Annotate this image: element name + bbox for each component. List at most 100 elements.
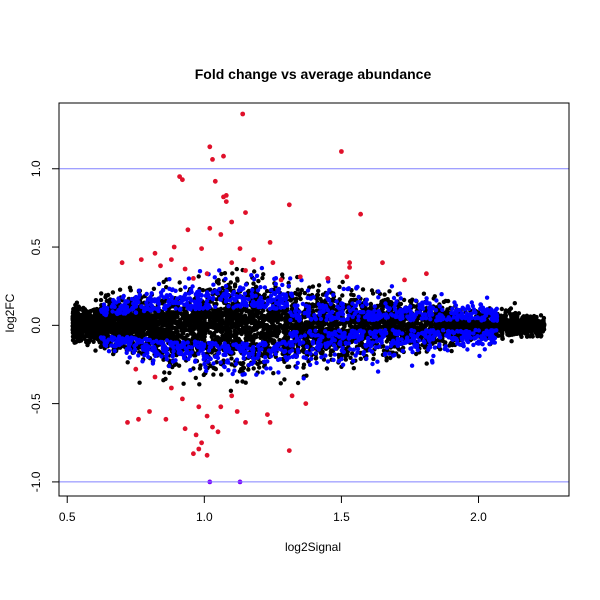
scatter-point bbox=[505, 330, 510, 335]
scatter-point bbox=[168, 331, 173, 336]
scatter-point bbox=[411, 322, 417, 327]
scatter-point bbox=[440, 338, 446, 344]
scatter-point bbox=[318, 324, 323, 330]
scatter-point bbox=[77, 305, 82, 311]
scatter-point bbox=[204, 314, 209, 320]
scatter-point bbox=[246, 367, 251, 372]
scatter-point bbox=[387, 299, 393, 305]
scatter-point bbox=[181, 381, 186, 386]
scatter-point bbox=[316, 288, 321, 294]
scatter-point bbox=[239, 331, 244, 336]
scatter-point bbox=[405, 327, 410, 332]
scatter-point bbox=[347, 321, 352, 326]
scatter-point bbox=[110, 323, 115, 328]
scatter-point bbox=[276, 327, 281, 333]
scatter-point bbox=[255, 361, 260, 367]
scatter-point bbox=[228, 388, 234, 393]
scatter-point bbox=[519, 334, 524, 339]
scatter-point bbox=[226, 328, 232, 333]
scatter-point bbox=[119, 325, 124, 330]
scatter-point bbox=[368, 304, 374, 309]
scatter-point bbox=[421, 291, 427, 296]
scatter-point bbox=[267, 328, 272, 333]
scatter-point bbox=[379, 299, 384, 304]
x-axis-label: log2Signal bbox=[285, 540, 341, 554]
scatter-point bbox=[196, 333, 201, 339]
scatter-point bbox=[174, 362, 179, 367]
scatter-point bbox=[115, 317, 120, 322]
scatter-point bbox=[454, 322, 459, 327]
scatter-point bbox=[93, 317, 98, 322]
scatter-point bbox=[337, 284, 342, 290]
scatter-point bbox=[396, 354, 401, 359]
scatter-point bbox=[257, 316, 262, 321]
scatter-point bbox=[178, 333, 184, 338]
y-axis-label: log2FC bbox=[3, 293, 17, 332]
scatter-point bbox=[88, 337, 93, 343]
scatter-point bbox=[351, 366, 356, 371]
scatter-point bbox=[450, 342, 455, 348]
scatter-point bbox=[353, 320, 358, 325]
scatter-point bbox=[197, 366, 203, 371]
scatter-point bbox=[114, 326, 119, 332]
scatter-point bbox=[200, 311, 205, 317]
scatter-point bbox=[538, 334, 544, 339]
scatter-point bbox=[82, 316, 87, 321]
scatter-point bbox=[224, 312, 230, 318]
scatter-point bbox=[151, 286, 157, 291]
scatter-point bbox=[251, 338, 256, 343]
scatter-point bbox=[428, 324, 434, 329]
scatter-point bbox=[240, 308, 245, 313]
scatter-point bbox=[243, 336, 248, 341]
scatter-point bbox=[508, 321, 514, 326]
scatter-point bbox=[436, 322, 441, 327]
scatter-point bbox=[271, 309, 276, 315]
scatter-point bbox=[529, 332, 535, 337]
scatter-point bbox=[262, 347, 268, 353]
scatter-point bbox=[350, 351, 355, 356]
scatter-point bbox=[196, 327, 201, 332]
scatter-point bbox=[162, 370, 167, 375]
scatter-point bbox=[398, 302, 403, 307]
scatter-point bbox=[98, 324, 103, 329]
scatter-point bbox=[295, 380, 301, 386]
scatter-point bbox=[277, 316, 283, 321]
scatter-point bbox=[262, 295, 267, 301]
scatter-point bbox=[214, 337, 219, 343]
scatter-point bbox=[267, 337, 273, 343]
scatter-point bbox=[78, 313, 84, 318]
scatter-point bbox=[234, 266, 239, 272]
scatter-point bbox=[232, 328, 238, 333]
scatter-point bbox=[130, 312, 135, 317]
scatter-point bbox=[343, 357, 348, 362]
scatter-point bbox=[280, 272, 285, 277]
scatter-point bbox=[375, 324, 381, 329]
scatter-point bbox=[230, 271, 235, 276]
scatter-point bbox=[424, 361, 429, 366]
scatter-point bbox=[501, 317, 506, 323]
scatter-point bbox=[94, 333, 99, 338]
scatter-point bbox=[137, 380, 142, 385]
scatter-point bbox=[199, 329, 204, 334]
scatter-point bbox=[525, 332, 530, 337]
scatter-point bbox=[251, 281, 256, 286]
scatter-point bbox=[91, 314, 96, 319]
scatter-point bbox=[501, 314, 506, 319]
scatter-point bbox=[200, 315, 205, 320]
scatter-point bbox=[77, 336, 83, 341]
scatter-point bbox=[207, 313, 213, 318]
scatter-point bbox=[228, 280, 233, 285]
scatter-point bbox=[101, 326, 107, 331]
scatter-point bbox=[282, 377, 287, 382]
scatter-point bbox=[252, 332, 257, 338]
scatter-point bbox=[340, 293, 345, 298]
scatter-point bbox=[170, 304, 175, 309]
scatter-point bbox=[110, 319, 115, 324]
scatter-point bbox=[388, 355, 393, 361]
scatter-point bbox=[261, 324, 267, 329]
scatter-point bbox=[99, 291, 104, 296]
scatter-point bbox=[177, 280, 182, 285]
scatter-point bbox=[509, 313, 514, 318]
scatter-point bbox=[224, 309, 229, 314]
